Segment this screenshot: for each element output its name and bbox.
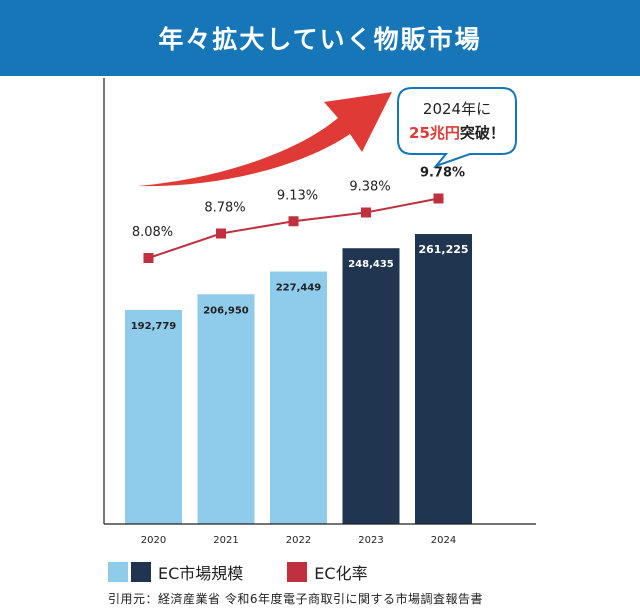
x-tick-label-2024: 2024 — [431, 535, 456, 546]
ec-market-chart: 192,779 2020 206,950 2021 227,449 2022 248,435… — [103, 78, 536, 546]
callout-highlight: 25兆円 — [409, 124, 460, 142]
x-tick-label-2023: 2023 — [358, 535, 383, 546]
page-title: 年々拡大していく物販市場 — [158, 25, 482, 54]
callout-bubble: 2024年に 25兆円突破！ — [397, 87, 517, 169]
rate-marker-2023 — [361, 207, 371, 218]
growth-arrow-icon — [138, 92, 392, 187]
bar-2023 — [342, 248, 400, 525]
legend-swatch-light — [108, 562, 128, 582]
rate-label-2021: 8.78% — [204, 201, 245, 216]
rate-marker-2021 — [216, 228, 226, 239]
rate-marker-2022 — [288, 216, 299, 227]
source-note: 引用元：経済産業省 令和6年度電子商取引に関する市場調査報告書 — [108, 592, 483, 606]
bar-value-label-2022: 227,449 — [276, 283, 322, 294]
bar-2020 — [125, 310, 182, 524]
rate-label-2024: 9.78% — [420, 166, 465, 181]
bar-value-label-2020: 192,779 — [131, 321, 177, 332]
bar-value-label-2024: 261,225 — [418, 243, 468, 256]
rate-label-2022: 9.13% — [277, 188, 318, 203]
bar-2024 — [415, 234, 472, 524]
bar-value-label-2021: 206,950 — [203, 305, 249, 316]
x-tick-label-2021: 2021 — [213, 535, 238, 546]
legend-swatch-rate — [287, 562, 308, 582]
bar-2022 — [270, 271, 327, 524]
rate-label-2023: 9.38% — [349, 180, 390, 195]
x-tick-label-2022: 2022 — [286, 535, 311, 546]
svg-text:25兆円突破！: 25兆円突破！ — [409, 124, 505, 142]
legend-label-ec-rate: EC化率 — [314, 564, 368, 583]
callout-suffix: 突破！ — [460, 124, 505, 142]
bar-value-label-2023: 248,435 — [348, 259, 394, 270]
rate-marker-2024 — [433, 193, 444, 204]
legend-label-market-size: EC市場規模 — [158, 564, 244, 583]
rate-label-2020: 8.08% — [132, 225, 173, 240]
rate-marker-2020 — [143, 253, 154, 263]
chart-legend: EC市場規模 EC化率 — [108, 560, 368, 584]
legend-swatch-dark — [131, 562, 151, 582]
x-tick-label-2020: 2020 — [141, 535, 166, 546]
callout-line1: 2024年に — [423, 100, 491, 118]
bar-2021 — [197, 294, 255, 524]
page-header: 年々拡大していく物販市場 — [0, 0, 640, 76]
